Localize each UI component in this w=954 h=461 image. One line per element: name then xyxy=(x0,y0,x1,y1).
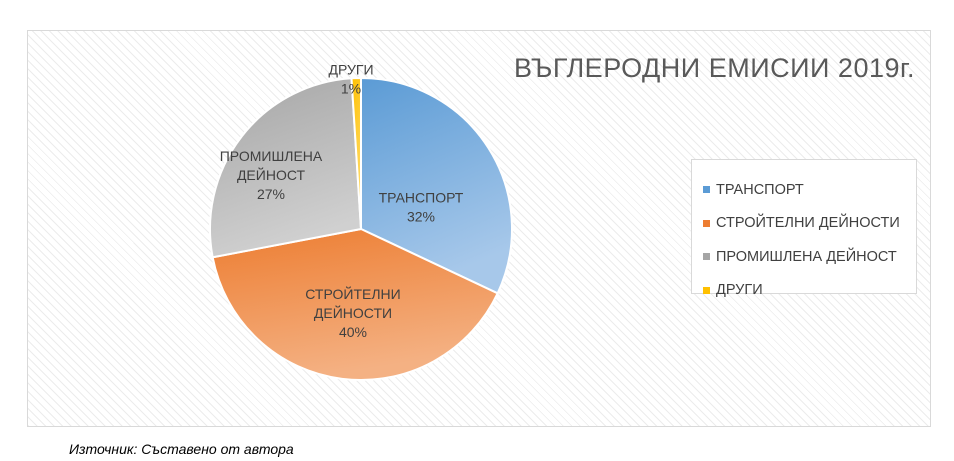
pie-slice-transport xyxy=(360,76,513,295)
legend-swatch xyxy=(703,253,710,261)
legend-label: СТРОЙТЕЛНИ ДЕЙНОСТИ xyxy=(716,215,900,232)
legend-label: ТРАНСПОРТ xyxy=(716,181,804,198)
legend: ТРАНСПОРТ СТРОЙТЕЛНИ ДЕЙНОСТИ ПРОМИШЛЕНА… xyxy=(691,159,917,298)
legend-item-construction: СТРОЙТЕЛНИ ДЕЙНОСТИ xyxy=(692,207,916,241)
pie-slice-industry xyxy=(209,77,363,259)
legend-swatch xyxy=(703,219,710,227)
legend-swatch xyxy=(703,186,710,194)
legend-swatch xyxy=(703,286,710,294)
pie-chart: ТРАНСПОРТ 32% СТРОЙТЕЛНИ ДЕЙНОСТИ 40% ПРОМИШЛ… xyxy=(209,62,513,381)
legend-item-other: ДРУГИ xyxy=(692,274,916,308)
legend-item-transport: ТРАНСПОРТ xyxy=(692,173,916,207)
legend-item-industry: ПРОМИШЛЕНА ДЕЙНОСТ xyxy=(692,240,916,274)
legend-label: ПРОМИШЛЕНА ДЕЙНОСТ xyxy=(716,248,897,265)
chart-title: ВЪГЛЕРОДНИ ЕМИСИИ 2019г. xyxy=(514,53,916,83)
pie-slice-other xyxy=(350,76,362,230)
legend-label: ДРУГИ xyxy=(716,282,763,299)
data-label-industry: ПРОМИШЛЕНА ДЕЙНОСТ 27% xyxy=(220,148,323,202)
pie-data-labels: ТРАНСПОРТ 32% СТРОЙТЕЛНИ ДЕЙНОСТИ 40% ПРОМИШЛ… xyxy=(220,62,464,341)
data-label-construction: СТРОЙТЕЛНИ ДЕЙНОСТИ 40% xyxy=(305,285,400,340)
source-note: Източник: Съставено от автора xyxy=(69,441,294,457)
chart-area: ТРАНСПОРТ 32% СТРОЙТЕЛНИ ДЕЙНОСТИ 40% ПРОМИШЛ… xyxy=(27,30,931,427)
pie-slices xyxy=(209,76,513,381)
data-label-other: ДРУГИ 1% xyxy=(328,62,373,97)
pie-slice-construction xyxy=(211,227,499,381)
data-label-transport: ТРАНСПОРТ 32% xyxy=(379,190,464,225)
